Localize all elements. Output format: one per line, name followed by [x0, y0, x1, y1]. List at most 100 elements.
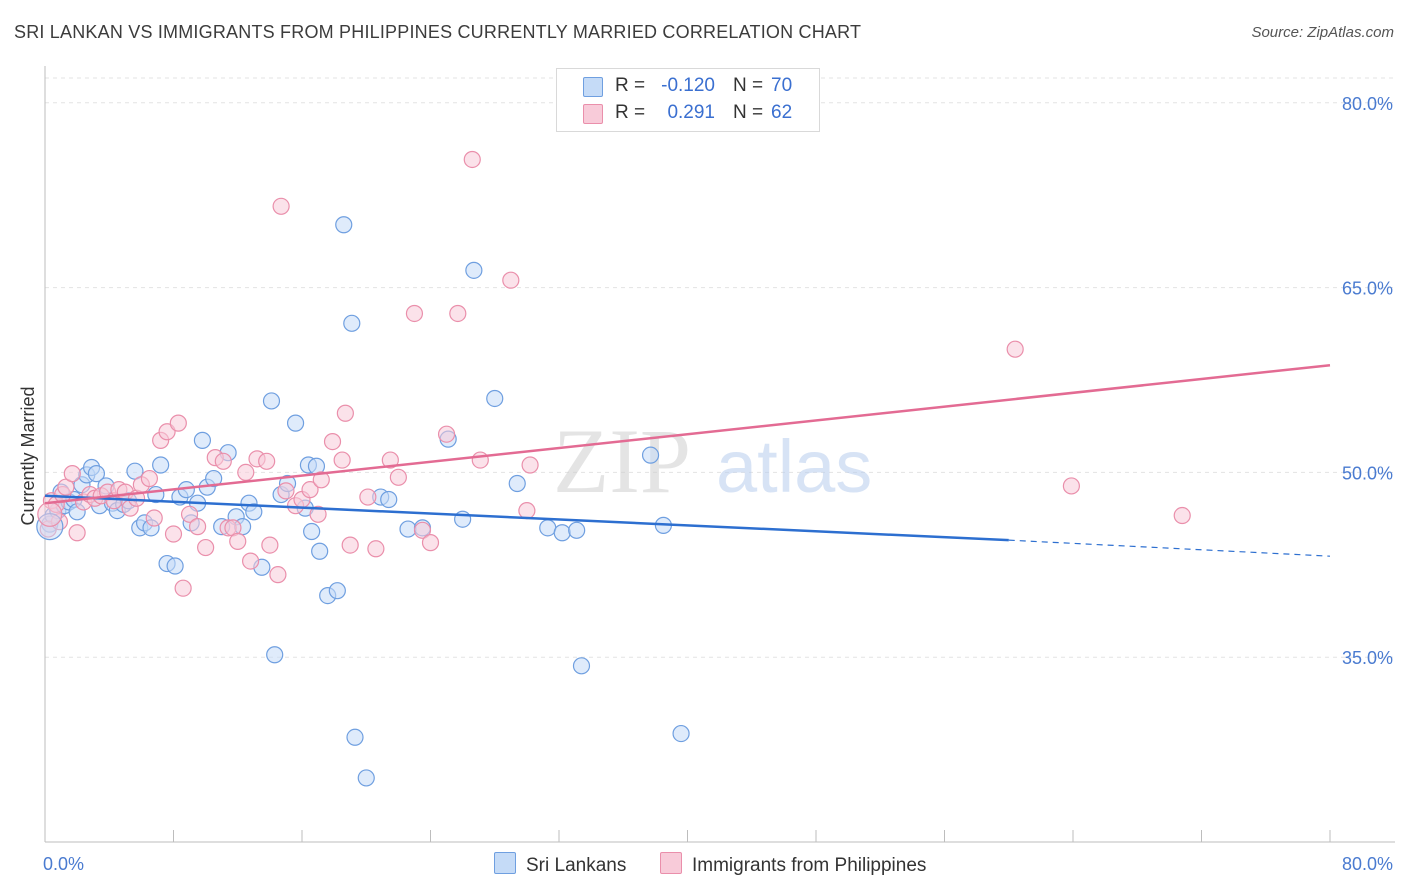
point-philippines	[1062, 477, 1080, 495]
legend-r-label: R =	[615, 75, 646, 96]
point-sri-lankans	[193, 431, 212, 449]
point-philippines	[463, 150, 481, 169]
point-philippines	[269, 566, 287, 584]
legend-n-label: N =	[733, 102, 764, 123]
point-philippines	[1173, 506, 1191, 525]
bottom-legend-label: Sri Lankans	[526, 855, 627, 876]
legend-swatch-pink	[583, 104, 603, 124]
point-philippines	[359, 488, 377, 506]
point-sri-lankans	[572, 657, 591, 675]
y-tick-label: 65.0%	[1342, 279, 1393, 299]
point-philippines	[367, 540, 385, 558]
point-philippines	[68, 524, 86, 542]
point-philippines	[502, 271, 520, 289]
point-sri-lankans	[357, 769, 375, 787]
point-philippines	[421, 534, 440, 552]
trend-line-sri-lankans-extension	[1008, 539, 1331, 557]
legend-r-label: R =	[615, 102, 646, 123]
point-philippines	[518, 501, 536, 520]
point-sri-lankans	[672, 724, 690, 743]
point-philippines	[301, 481, 319, 499]
axes	[44, 66, 1395, 843]
point-sri-lankans	[328, 582, 346, 600]
watermark: ZIP atlas	[553, 410, 872, 512]
y-tick-label: 35.0%	[1342, 648, 1393, 668]
point-philippines	[449, 304, 467, 323]
trend-line-philippines	[44, 363, 1331, 505]
point-sri-lankans	[303, 522, 321, 541]
x-tick-label: 0.0%	[43, 854, 84, 874]
trend-line-sri-lankans	[44, 494, 1009, 542]
bottom-legend-philippines: Immigrants from Philippines	[660, 852, 926, 877]
source-label: Source: ZipAtlas.com	[1251, 24, 1394, 41]
y-tick-label: 50.0%	[1342, 463, 1393, 483]
point-philippines	[164, 525, 183, 543]
point-philippines	[261, 536, 279, 554]
watermark-atlas: atlas	[716, 425, 872, 508]
point-philippines	[413, 521, 432, 539]
point-sri-lankans	[87, 465, 106, 483]
point-philippines	[174, 579, 192, 597]
bottom-legend-label: Immigrants from Philippines	[692, 855, 927, 876]
point-philippines	[336, 404, 354, 422]
point-sri-lankans	[508, 474, 526, 493]
y-axis-label: Currently Married	[18, 386, 38, 525]
point-philippines	[1006, 340, 1024, 358]
point-philippines	[145, 509, 163, 527]
point-philippines	[389, 468, 407, 486]
point-sri-lankans	[641, 446, 660, 464]
point-philippines	[229, 532, 247, 550]
point-sri-lankans	[152, 456, 170, 474]
point-sri-lankans	[539, 519, 557, 537]
bottom-legend-sri-lankans: Sri Lankans	[494, 852, 626, 877]
bottom-legend-swatch-blue	[494, 852, 516, 874]
point-philippines	[272, 197, 290, 215]
point-philippines	[309, 505, 327, 523]
trend-lines	[44, 363, 1331, 557]
legend-n-value: 70	[771, 75, 793, 96]
point-philippines	[471, 451, 489, 469]
point-philippines	[312, 471, 330, 489]
point-philippines	[437, 425, 456, 443]
point-philippines	[323, 433, 342, 451]
point-sri-lankans	[465, 261, 483, 279]
point-philippines	[169, 414, 187, 432]
point-sri-lankans	[262, 392, 281, 410]
legend-n-value: 62	[771, 102, 793, 123]
point-philippines	[381, 451, 399, 469]
point-philippines	[214, 452, 232, 470]
point-sri-lankans	[166, 557, 184, 575]
legend-n-label: N =	[733, 75, 764, 96]
point-sri-lankans	[335, 216, 353, 234]
point-philippines	[405, 304, 424, 323]
legend-swatch-blue	[583, 77, 603, 97]
x-tick-label: 80.0%	[1342, 854, 1393, 874]
point-sri-lankans	[568, 521, 586, 539]
point-philippines	[140, 469, 159, 488]
point-philippines	[180, 505, 199, 523]
correlation-legend: R = -0.120 N = 70 R = 0.291 N = 62	[556, 68, 820, 132]
point-philippines	[63, 465, 81, 483]
point-philippines	[277, 482, 295, 500]
point-sri-lankans	[346, 728, 364, 746]
axis-labels: Currently Married 35.0% 50.0% 65.0% 80.0% 0.…	[18, 94, 1393, 874]
point-sri-lankans	[486, 389, 504, 408]
point-sri-lankans	[311, 542, 329, 560]
legend-r-value: -0.120	[661, 75, 715, 96]
point-philippines-cluster	[37, 501, 63, 527]
point-sri-lankans	[205, 469, 223, 488]
point-sri-lankans	[266, 646, 284, 664]
point-sri-lankans	[286, 414, 305, 432]
point-philippines	[521, 456, 539, 474]
bottom-legend-swatch-pink	[660, 852, 682, 874]
point-sri-lankans	[245, 503, 263, 521]
data-points	[36, 150, 1191, 787]
point-sri-lankans	[553, 524, 571, 542]
point-sri-lankans	[380, 490, 398, 509]
point-philippines	[258, 452, 276, 470]
point-philippines	[237, 463, 255, 481]
gridlines	[45, 77, 1395, 658]
chart-title: SRI LANKAN VS IMMIGRANTS FROM PHILIPPINE…	[14, 22, 862, 42]
legend-r-value: 0.291	[667, 102, 715, 123]
